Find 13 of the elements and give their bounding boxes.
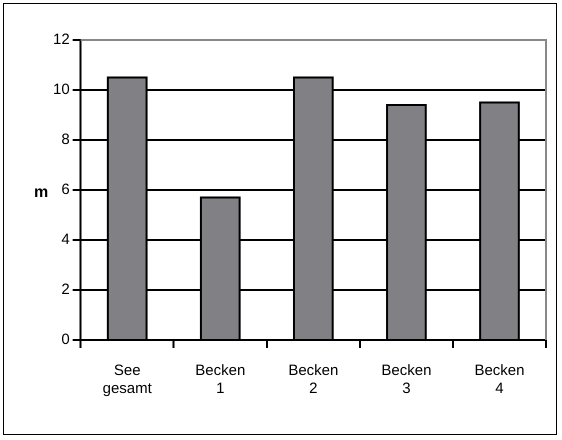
y-tick-label: 0 (61, 331, 70, 348)
y-tick-label: 6 (61, 181, 70, 198)
x-tick-label: Becken 3 (381, 362, 432, 398)
x-tick-label: Becken 2 (288, 362, 338, 398)
y-tick-label: 8 (61, 131, 70, 148)
y-axis-title: m (34, 184, 48, 202)
y-tick-label: 2 (61, 281, 70, 298)
x-tick-label: See gesamt (102, 362, 153, 398)
x-tick-label: Becken 1 (195, 362, 246, 398)
y-tick-label: 10 (52, 81, 70, 98)
y-tick-label: 12 (52, 31, 70, 48)
x-tick-label: Becken 4 (474, 362, 524, 398)
y-tick-label: 4 (61, 231, 70, 248)
